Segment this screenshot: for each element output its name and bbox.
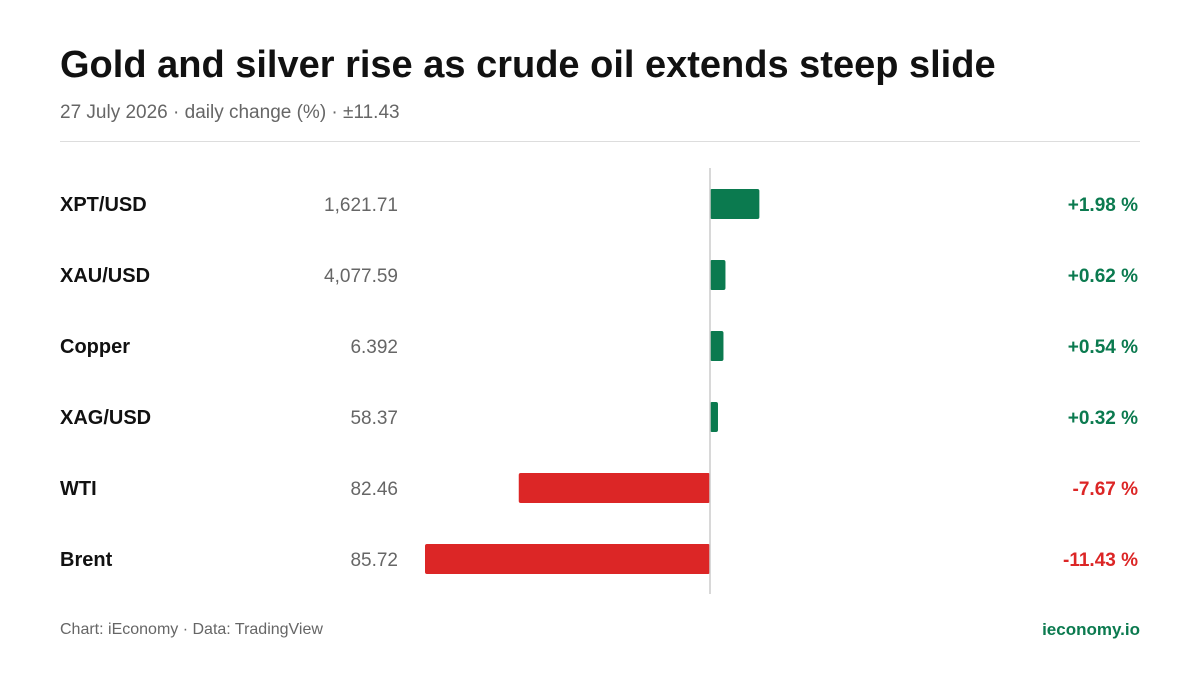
value-label: +1.98 % xyxy=(1068,195,1138,216)
bar xyxy=(425,544,710,574)
category-label: Brent xyxy=(60,549,113,571)
value-label: +0.62 % xyxy=(1068,266,1138,287)
bar xyxy=(710,189,760,219)
chart-subtitle: 27 July 2026 · daily change (%) · ±11.43 xyxy=(60,102,400,123)
value-label: -7.67 % xyxy=(1073,479,1139,500)
price-label: 6.392 xyxy=(350,337,398,358)
category-label: XAU/USD xyxy=(60,265,150,287)
value-label: -11.43 % xyxy=(1063,550,1138,571)
chart-title: Gold and silver rise as crude oil extend… xyxy=(60,44,996,86)
brand-link[interactable]: ieconomy.io xyxy=(1042,620,1140,639)
value-label: +0.54 % xyxy=(1068,337,1138,358)
price-label: 4,077.59 xyxy=(324,266,398,287)
price-label: 82.46 xyxy=(350,479,398,500)
category-label: WTI xyxy=(60,478,97,500)
header-divider xyxy=(60,141,1140,142)
bar xyxy=(710,402,718,432)
category-label: XAG/USD xyxy=(60,407,151,429)
bar xyxy=(710,331,724,361)
price-label: 58.37 xyxy=(350,408,398,429)
bar xyxy=(710,260,726,290)
price-label: 85.72 xyxy=(350,550,398,571)
chart-credit: Chart: iEconomy · Data: TradingView xyxy=(60,621,323,638)
category-label: XPT/USD xyxy=(60,194,147,216)
bar xyxy=(518,473,710,503)
value-label: +0.32 % xyxy=(1068,408,1138,429)
price-label: 1,621.71 xyxy=(324,195,398,216)
category-label: Copper xyxy=(60,336,130,358)
